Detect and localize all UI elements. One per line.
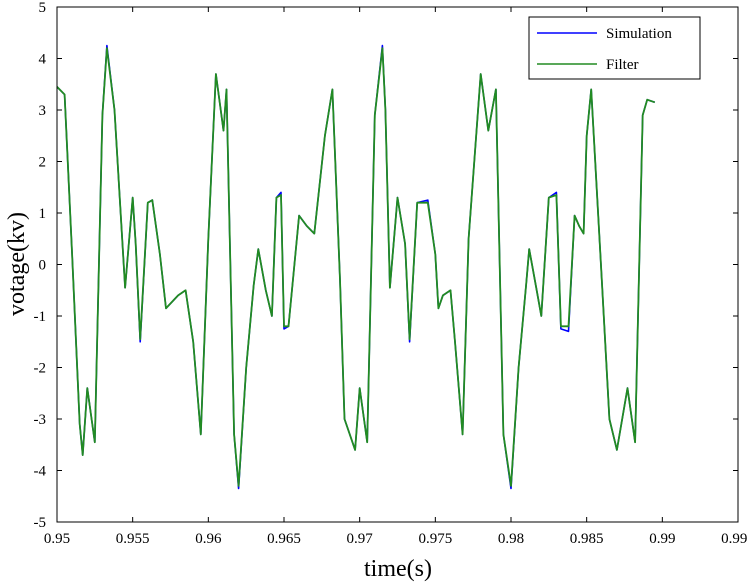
y-tick-label: 5	[39, 0, 47, 16]
x-axis-ticks: 0.95 0.955 0.96 0.965 0.97 0.975 0.98 0.985 0.99…	[44, 7, 748, 547]
x-tick-label: 0.975	[418, 531, 452, 547]
plot-area-frame	[56, 6, 739, 523]
x-tick-label: 0.965	[267, 531, 301, 547]
x-axis-label: time(s)	[364, 556, 432, 582]
x-tick-label: 0.96	[195, 531, 222, 547]
legend: Simulation Filter	[528, 16, 701, 80]
series-line-filter	[56, 47, 656, 487]
y-axis-ticks: -5 -4 -3 -2 -1 0 1 2 3 4 5	[34, 0, 738, 531]
y-tick-label: -4	[34, 464, 47, 480]
legend-box	[528, 16, 701, 80]
series-lines	[56, 44, 656, 490]
y-tick-label: -3	[34, 412, 47, 428]
x-tick-label: 0.97	[347, 531, 374, 547]
y-tick-label: -1	[34, 309, 47, 325]
legend-label-filter: Filter	[606, 57, 639, 73]
y-tick-label: 1	[39, 206, 47, 222]
y-tick-label: 3	[39, 103, 47, 119]
x-tick-label: 0.995	[721, 531, 748, 547]
y-axis-label: votage(kv)	[4, 212, 30, 316]
x-tick-label: 0.95	[44, 531, 70, 547]
y-tick-label: 2	[39, 155, 47, 171]
legend-label-simulation: Simulation	[606, 26, 672, 42]
x-tick-label: 0.985	[570, 531, 604, 547]
y-tick-label: 0	[39, 258, 47, 274]
x-tick-label: 0.955	[116, 531, 150, 547]
y-tick-label: -5	[34, 515, 47, 531]
y-tick-label: 4	[39, 52, 47, 68]
y-tick-label: -2	[34, 361, 47, 377]
x-tick-label: 0.98	[498, 531, 524, 547]
x-tick-label: 0.99	[649, 531, 675, 547]
